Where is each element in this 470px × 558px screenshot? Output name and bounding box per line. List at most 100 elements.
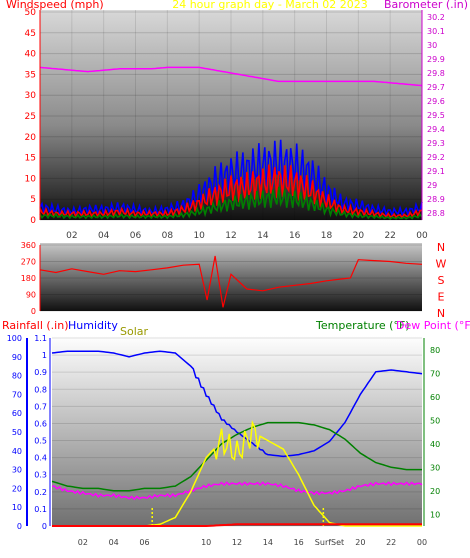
temperature-tick-label: 20 [430,487,440,496]
direction-grid [40,244,422,312]
direction-plot-area [40,243,422,311]
rainfall-axis-label: Rainfall (.in) [2,319,69,332]
top-x-tick-label: 06 [130,231,142,241]
bottom-x-axis: 02 04 06 10 12 14 16 SurfSet 20 22 00 [78,538,427,547]
humidity-tick-label: 80 [12,372,22,381]
wind-tick-label: 45 [25,29,36,39]
bottom-x-tick-label: 22 [386,538,396,547]
barometer-tick-label: 29.1 [427,167,445,176]
rainfall-tick-label: 0.9 [34,368,47,377]
bottom-x-tick-label: 02 [78,538,88,547]
humidity-axis-label: Humidity [68,319,118,332]
wind-tick-label: 0 [30,216,36,226]
rainfall-tick-label: 0.1 [34,505,47,514]
wind-series [39,66,423,220]
climate-plot-area [52,336,422,526]
top-x-tick-label: 00 [416,231,428,241]
top-x-tick-label: 22 [384,231,395,241]
direction-tick-label: 180 [21,274,36,283]
barometer-tick-label: 29.6 [427,97,445,106]
wind-tick-label: 35 [25,70,36,80]
wind-tick-label: 5 [30,195,36,205]
wind-tick-label: 40 [25,50,37,60]
wind-tick-label: 15 [25,154,36,164]
temperature-right-axis: 10 20 30 40 50 60 70 80 [423,338,440,526]
temperature-tick-label: 60 [430,393,440,402]
compass-label: E [438,291,445,304]
rainfall-humidity-axes: 0 0.1 0.2 0.3 0.4 0.5 0.6 0.7 0.8 0.9 1 1.1 0 10 20 30 4… [7,334,51,531]
barometer-tick-label: 29.3 [427,139,445,148]
wind-average-line [39,186,423,220]
humidity-tick-label: 30 [12,466,22,475]
rainfall-tick-label: 0.5 [34,437,47,446]
barometer-axis-label: Barometer (.in) [384,0,468,11]
rainfall-tick-label: 0.6 [34,419,47,428]
bottom-x-tick-label: 12 [232,538,242,547]
rainfall-tick-label: 0 [42,522,47,531]
top-x-tick-label: 20 [353,231,365,241]
barometer-line [39,66,423,87]
bottom-x-tick-label: 10 [201,538,211,547]
top-x-tick-label: 04 [98,231,110,241]
top-x-tick-label: 10 [193,231,205,241]
dewpoint-line [51,481,423,501]
bottom-x-tick-label: 06 [139,538,149,547]
wind-tick-label: 25 [25,112,36,122]
rainfall-tick-label: 0.2 [34,488,47,497]
barometer-right-axis: 28.8 28.9 29 29.1 29.2 29.3 29.4 29.5 29.6 29.7 29… [421,10,445,220]
barometer-tick-label: 28.9 [427,195,445,204]
humidity-tick-label: 0 [17,522,22,531]
direction-tick-label: 270 [21,258,36,267]
humidity-tick-label: 20 [12,484,22,493]
rainfall-tick-label: 0.8 [34,385,47,394]
temperature-tick-label: 40 [430,440,440,449]
barometer-tick-label: 29.8 [427,69,445,78]
top-x-tick-label: 12 [225,231,236,241]
wind-tick-label: 30 [25,91,37,101]
temperature-axis-label: Temperature (°F) [315,319,410,332]
barometer-tick-label: 29.2 [427,153,445,162]
temperature-tick-label: 80 [430,346,440,355]
rainfall-line [52,523,422,527]
humidity-tick-label: 50 [12,428,22,437]
humidity-tick-label: 100 [7,334,22,343]
compass-label: W [436,258,447,271]
barometer-tick-label: 30.1 [427,27,445,36]
top-x-axis: 02 04 06 08 10 12 14 16 18 20 22 00 [66,231,428,241]
bottom-x-tick-label: 20 [355,538,365,547]
rainfall-tick-label: 1.1 [34,334,47,343]
barometer-tick-label: 29.4 [427,125,445,134]
wind-grid [40,10,423,221]
rainfall-tick-label: 1 [42,351,47,360]
direction-series [39,255,423,308]
humidity-tick-label: 60 [12,409,22,418]
humidity-tick-label: 70 [12,390,22,399]
bottom-x-tick-label: 14 [263,538,273,547]
barometer-tick-label: 28.8 [427,209,445,218]
compass-label: N [437,307,445,320]
temperature-tick-label: 30 [430,463,440,472]
bottom-x-tick-label: SurfSet [315,538,344,547]
rainfall-tick-label: 0.7 [34,402,47,411]
barometer-tick-label: 29.5 [427,111,445,120]
top-x-tick-label: 08 [162,231,174,241]
top-x-tick-label: 02 [66,231,77,241]
bottom-x-tick-label: 04 [109,538,119,547]
dewpoint-axis-label: Dew Point (°F) [396,319,470,332]
compass-label: N [437,241,445,254]
solar-axis-label: Solar [120,325,149,338]
wind-tick-label: 10 [25,174,37,184]
barometer-tick-label: 29.9 [427,55,445,64]
barometer-tick-label: 29 [427,181,437,190]
top-x-tick-label: 18 [321,231,333,241]
temperature-tick-label: 50 [430,416,440,425]
bottom-x-tick-label: 16 [294,538,304,547]
top-x-tick-label: 16 [289,231,301,241]
barometer-tick-label: 29.7 [427,83,445,92]
chart-title: 24 hour graph day - March 02 2023 [172,0,368,11]
barometer-tick-label: 30 [427,41,437,50]
climate-series [51,350,423,527]
